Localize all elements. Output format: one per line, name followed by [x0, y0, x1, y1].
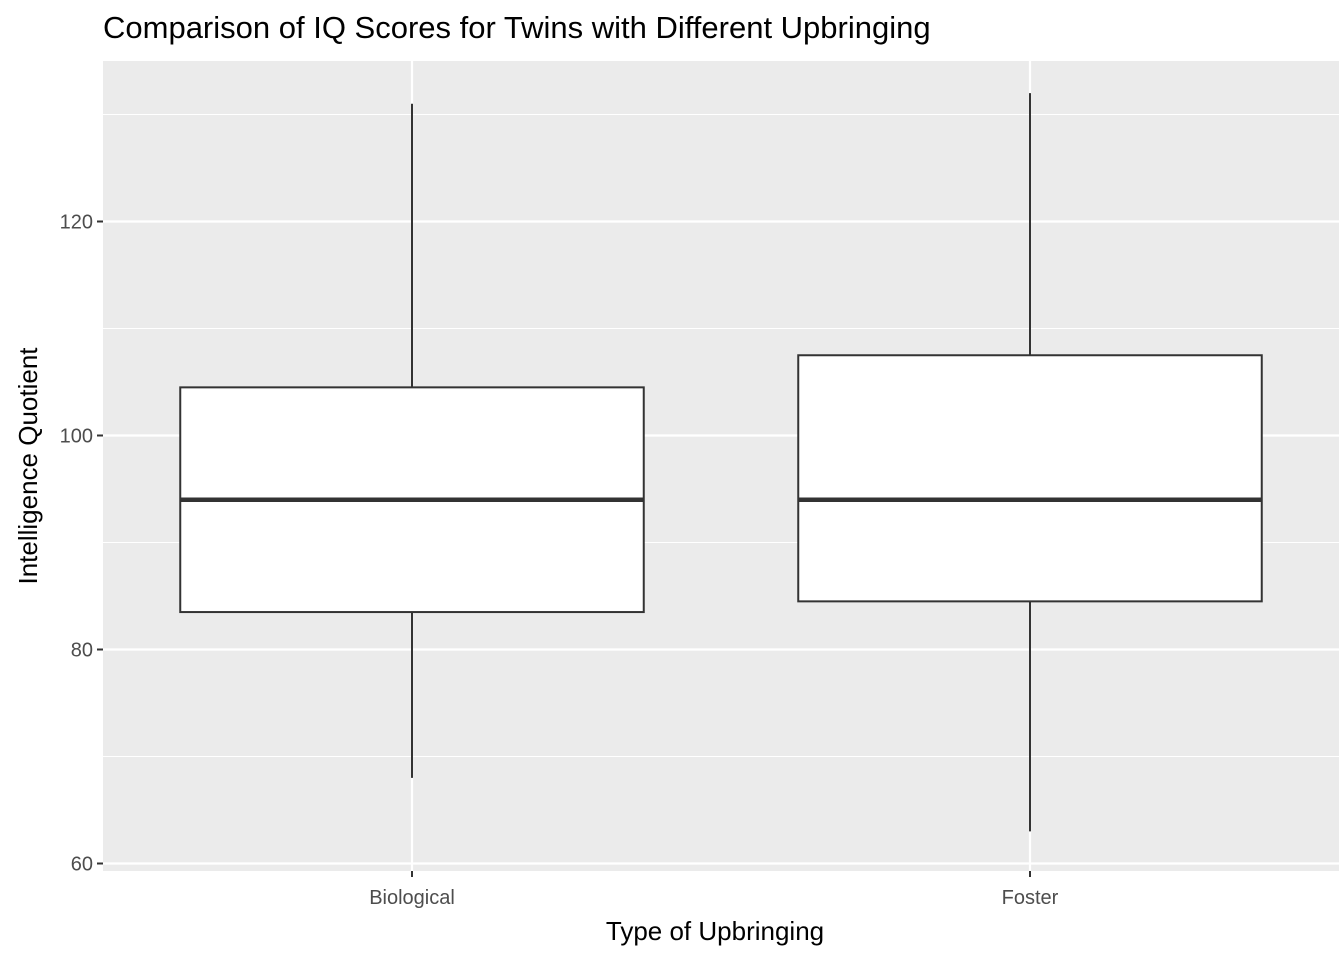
- chart-title: Comparison of IQ Scores for Twins with D…: [103, 10, 931, 45]
- axes: 60 80 100 120 Biological Foster: [60, 212, 1059, 909]
- y-tick-label: 100: [60, 426, 93, 448]
- y-tick-label: 80: [71, 640, 93, 662]
- y-tick-label: 120: [60, 212, 93, 234]
- x-axis-title: Type of Upbringing: [606, 916, 824, 946]
- x-tick-label: Foster: [1002, 887, 1059, 909]
- y-axis-title: Intelligence Quotient: [13, 347, 43, 585]
- x-tick-label: Biological: [369, 887, 455, 909]
- box-foster: [797, 354, 1263, 603]
- y-tick-label: 60: [71, 854, 93, 876]
- boxes: [179, 93, 1263, 832]
